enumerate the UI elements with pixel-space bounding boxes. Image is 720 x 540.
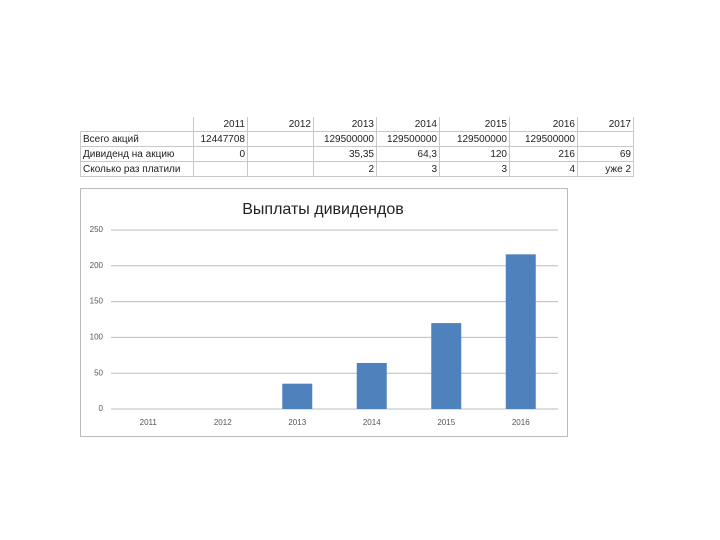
bar — [282, 383, 313, 409]
x-tick-label: 2012 — [214, 418, 232, 427]
x-tick-label: 2011 — [140, 418, 158, 427]
x-tick-label: 2016 — [512, 418, 530, 427]
row-label: Сколько раз платили — [80, 161, 194, 177]
spreadsheet-table: 2011 2012 2013 2014 2015 2016 2017 Всего акций 1… — [80, 117, 634, 177]
x-tick-label: 2015 — [437, 418, 455, 427]
y-tick-label: 250 — [90, 225, 104, 234]
chart-frame — [80, 188, 568, 437]
table-row: Дивиденд на акцию 0 35,35 64,3 120 216 69 — [80, 146, 634, 162]
y-tick-label: 100 — [90, 333, 104, 342]
y-tick-label: 150 — [90, 297, 104, 306]
y-tick-label: 200 — [90, 261, 104, 270]
table-row: Сколько раз платили 2 3 3 4 уже 2 — [80, 161, 634, 177]
header-row: 2011 2012 2013 2014 2015 2016 2017 — [80, 117, 634, 132]
y-tick-label: 0 — [99, 404, 104, 413]
table-row: Всего акций 12447708 129500000 129500000 129… — [80, 131, 634, 147]
chart-title: Выплаты дивидендов — [242, 201, 404, 218]
bar — [505, 254, 536, 409]
x-tick-label: 2013 — [288, 418, 306, 427]
bar — [356, 362, 387, 409]
x-tick-label: 2014 — [363, 418, 381, 427]
table-cell: 2 — [313, 161, 377, 177]
table-cell: уже 2 — [577, 161, 634, 177]
y-tick-label: 50 — [94, 368, 103, 377]
bar — [431, 323, 462, 409]
